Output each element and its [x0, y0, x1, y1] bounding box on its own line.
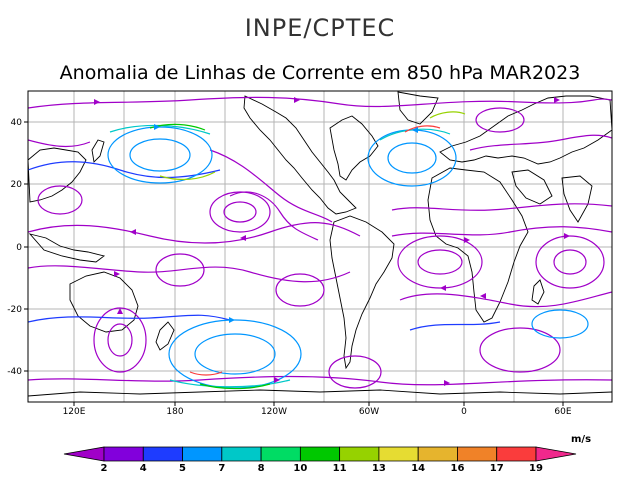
lon-tick-label: 0	[461, 407, 467, 417]
coast-eastern-na	[329, 115, 379, 181]
colorbar-segment	[457, 446, 498, 462]
lon-tick-label: 180	[166, 407, 183, 417]
colorbar-label: 8	[258, 463, 265, 474]
colorbar-segment	[103, 446, 144, 462]
streamlines	[28, 96, 612, 390]
lat-tick-label: -40	[7, 367, 22, 377]
colorbar: 2 4 5 7 8 10 11 13 14 16 17 19	[63, 446, 577, 474]
coast-greenland	[397, 91, 439, 125]
chart-title: Anomalia de Linhas de Corrente em 850 hP…	[59, 62, 581, 84]
colorbar-segment	[221, 446, 262, 462]
colorbar-label: 13	[372, 463, 386, 474]
map-area	[28, 91, 612, 402]
colorbar-segment	[417, 446, 458, 462]
axis-ticks	[24, 121, 564, 406]
colorbar-segment	[142, 446, 183, 462]
colorbar-segment	[63, 446, 105, 462]
coast-arabia	[511, 169, 553, 205]
coast-australia	[69, 271, 139, 333]
coast-madagascar	[531, 279, 545, 305]
colorbar-label: 10	[293, 463, 307, 474]
organization-title: INPE/CPTEC	[244, 14, 396, 42]
colorbar-segment	[378, 446, 419, 462]
lat-tick-label: -20	[7, 305, 22, 315]
colorbar-label: 11	[333, 463, 347, 474]
lon-tick-label: 60E	[554, 407, 571, 417]
lat-tick-label: 20	[11, 180, 23, 190]
coast-europe	[439, 95, 612, 165]
coast-north-america	[243, 95, 357, 215]
colorbar-label: 14	[411, 463, 425, 474]
colorbar-segment	[182, 446, 223, 462]
lon-tick-label: 120W	[261, 407, 287, 417]
colorbar-segment	[496, 446, 537, 462]
coast-new-zealand	[155, 321, 175, 351]
coast-asia-east	[28, 147, 87, 203]
colorbar-label: 16	[450, 463, 464, 474]
coast-japan	[91, 139, 105, 163]
streamline-arrows	[94, 97, 570, 386]
colorbar-label: 7	[218, 463, 225, 474]
colorbar-segment	[339, 446, 380, 462]
coast-indonesia	[28, 233, 106, 263]
lat-tick-label: 40	[11, 118, 23, 128]
lon-tick-label: 60W	[359, 407, 379, 417]
colorbar-label: 17	[490, 463, 504, 474]
coast-africa	[427, 167, 529, 323]
lat-tick-label: 0	[16, 243, 22, 253]
lon-tick-label: 120E	[63, 407, 86, 417]
colorbar-segment	[299, 446, 341, 462]
coast-india	[561, 175, 593, 223]
coast-south-america	[329, 215, 395, 370]
colorbar-segment	[535, 446, 577, 462]
coast-antarctica	[28, 389, 612, 397]
continent-outlines	[28, 91, 612, 397]
colorbar-label: 4	[140, 463, 147, 474]
colorbar-label: 2	[101, 463, 108, 474]
colorbar-label: 19	[529, 463, 543, 474]
colorbar-unit: m/s	[571, 434, 591, 445]
colorbar-segment	[260, 446, 301, 462]
colorbar-label: 5	[179, 463, 186, 474]
